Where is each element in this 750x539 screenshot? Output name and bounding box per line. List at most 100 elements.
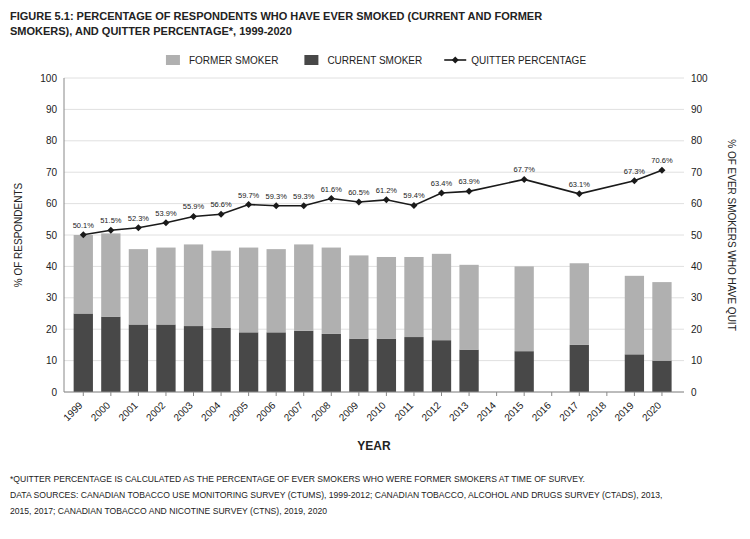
- data-label: 63.9%: [458, 177, 480, 186]
- x-tick: [634, 392, 635, 396]
- grid-line: [64, 109, 684, 110]
- marker: [328, 195, 335, 202]
- y2-tick-label: 40: [691, 261, 703, 272]
- bar: [211, 251, 230, 328]
- x-tick-label: 2009: [337, 399, 361, 423]
- bar: [432, 254, 451, 340]
- plot-marks: [74, 167, 672, 392]
- marker: [658, 167, 665, 174]
- marker: [466, 188, 473, 195]
- data-label: 67.3%: [624, 167, 646, 176]
- x-tick-label: 2011: [392, 399, 415, 422]
- bar: [652, 282, 671, 361]
- marker: [273, 202, 280, 209]
- x-tick-label: 2015: [502, 399, 526, 423]
- legend: FORMER SMOKERCURRENT SMOKERQUITTER PERCE…: [166, 55, 586, 66]
- x-tick-label: 1999: [61, 399, 85, 423]
- x-tick-label: 2012: [419, 399, 443, 423]
- legend-swatch: [166, 55, 180, 65]
- grid-line: [64, 172, 684, 173]
- marker: [245, 201, 252, 208]
- y2-tick-label: 80: [691, 135, 703, 146]
- x-tick-label: 2006: [254, 399, 278, 423]
- bar: [74, 314, 93, 393]
- grid-line: [64, 140, 684, 141]
- data-label: 70.6%: [651, 156, 673, 165]
- y-axis-label: % OF RESPONDENTS: [13, 182, 24, 287]
- data-label: 59.3%: [266, 192, 288, 201]
- legend-item: QUITTER PERCENTAGE: [444, 55, 586, 66]
- x-tick-label: 2017: [557, 399, 581, 423]
- bar: [267, 249, 286, 332]
- x-tick: [110, 392, 111, 396]
- bar: [404, 257, 423, 337]
- x-tick: [83, 392, 84, 396]
- bar: [156, 324, 175, 392]
- y-tick-label: 30: [46, 292, 58, 303]
- x-tick: [551, 392, 552, 396]
- x-tick: [165, 392, 166, 396]
- data-label: 53.9%: [155, 209, 177, 218]
- bar: [459, 265, 478, 350]
- data-label: 60.5%: [348, 188, 370, 197]
- bar: [432, 340, 451, 392]
- data-label: 52.3%: [128, 214, 150, 223]
- marker: [631, 177, 638, 184]
- marker: [410, 202, 417, 209]
- bar: [101, 317, 120, 392]
- bar: [267, 332, 286, 392]
- bar: [211, 328, 230, 392]
- bar: [349, 339, 368, 392]
- y-tick-label: 80: [46, 135, 58, 146]
- bar: [515, 351, 534, 392]
- y2-tick-label: 0: [691, 387, 697, 398]
- marker: [107, 227, 114, 234]
- x-tick: [138, 392, 139, 396]
- x-tick-label: 2004: [199, 399, 223, 423]
- bar: [156, 248, 175, 325]
- x-axis-label: YEAR: [357, 439, 391, 453]
- grid-line: [64, 235, 684, 236]
- data-label: 63.1%: [569, 180, 591, 189]
- y-tick-label: 20: [46, 324, 58, 335]
- legend-label: QUITTER PERCENTAGE: [471, 55, 586, 66]
- y2-tick-label: 90: [691, 104, 703, 115]
- bar: [377, 257, 396, 339]
- x-tick-label: 2007: [282, 399, 306, 423]
- y2-tick-label: 30: [691, 292, 703, 303]
- marker: [355, 199, 362, 206]
- x-tick: [413, 392, 414, 396]
- data-labels: 50.1%51.5%52.3%53.9%55.9%56.6%59.7%59.3%…: [73, 156, 673, 229]
- marker: [383, 196, 390, 203]
- grid-line: [64, 392, 684, 393]
- legend-marker: [452, 57, 459, 64]
- x-tick-label: 2002: [144, 399, 168, 423]
- x-tick: [524, 392, 525, 396]
- legend-label: CURRENT SMOKER: [327, 55, 422, 66]
- legend-swatch: [304, 55, 318, 65]
- bar: [322, 334, 341, 392]
- bar: [570, 345, 589, 392]
- bar: [377, 339, 396, 392]
- y2-axis-label: % OF EVER SMOKERS WHO HAVE QUIT: [726, 139, 737, 331]
- x-tick-label: 2014: [475, 399, 499, 423]
- marker: [576, 190, 583, 197]
- y-tick-label: 40: [46, 261, 58, 272]
- x-tick-label: 2000: [89, 399, 113, 423]
- x-tick-label: 2010: [364, 399, 388, 423]
- x-tick: [579, 392, 580, 396]
- bar: [349, 255, 368, 338]
- x-tick: [661, 392, 662, 396]
- x-tick-label: 2005: [227, 399, 251, 423]
- y-tick-label: 90: [46, 104, 58, 115]
- x-tick-label: 2020: [640, 399, 664, 423]
- marker: [162, 219, 169, 226]
- data-label: 61.2%: [376, 186, 398, 195]
- marker: [300, 202, 307, 209]
- marker: [218, 211, 225, 218]
- data-label: 56.6%: [210, 200, 232, 209]
- title: SMOKERS), AND QUITTER PERCENTAGE*, 1999-…: [10, 25, 292, 37]
- bar: [129, 324, 148, 392]
- footnote: *QUITTER PERCENTAGE IS CALCULATED AS THE…: [10, 474, 585, 484]
- bar: [294, 331, 313, 392]
